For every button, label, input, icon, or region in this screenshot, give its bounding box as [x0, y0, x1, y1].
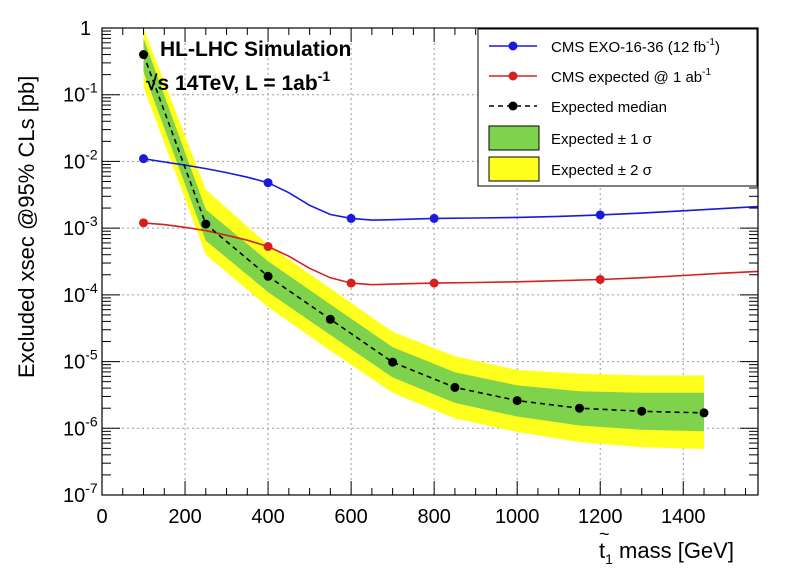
legend-label-sup: -1: [706, 37, 715, 48]
y-tick-label: 1: [80, 18, 91, 40]
y-tick-exponent: -7: [85, 480, 98, 496]
legend-swatch-marker: [508, 101, 518, 111]
legend-label-main: Expected median: [551, 99, 667, 116]
observed-12fb-line: [143, 157, 758, 221]
legend-swatch-marker: [508, 41, 518, 51]
legend-label: Expected median: [551, 99, 667, 116]
x-tick-label: 600: [334, 506, 367, 528]
y-tick-base: 1: [80, 18, 91, 40]
y-tick-base: 10: [63, 218, 85, 240]
y-tick-label: 10-2: [63, 146, 98, 173]
legend-label: CMS EXO-16-36 (12 fb-1): [551, 37, 720, 56]
y-tick-base: 10: [63, 485, 85, 507]
y-tick-exponent: -3: [85, 213, 98, 229]
expected-median-point: [325, 314, 335, 324]
observed-12fb-point: [263, 178, 273, 188]
legend-label-main: CMS expected @ 1 ab: [551, 69, 702, 86]
title-line2-sup: -1: [318, 68, 331, 84]
y-tick-exponent: -4: [85, 280, 98, 296]
expected-median-point: [637, 406, 647, 416]
legend-label-main: Expected ± 2 σ: [551, 162, 653, 179]
legend-label-main: CMS EXO-16-36 (12 fb: [551, 39, 706, 56]
x-label-rest: mass [GeV]: [613, 538, 734, 563]
x-tick-label: 800: [417, 506, 450, 528]
observed-12fb-point: [139, 154, 149, 164]
observed-12fb-point: [429, 213, 439, 223]
y-axis-label: Excluded xsec @95% CLs [pb]: [14, 76, 39, 378]
y-tick-label: 10-5: [63, 347, 98, 374]
x-axis-label: t1 mass [GeV] ~: [599, 524, 734, 567]
expected-1ab-point: [263, 242, 273, 252]
observed-12fb-point: [346, 213, 356, 223]
x-label-sub: 1: [605, 551, 613, 567]
y-tick-exponent: -2: [85, 146, 98, 162]
svg-text:t1 mass [GeV]: t1 mass [GeV]: [599, 538, 734, 567]
y-tick-exponent: -1: [85, 80, 98, 96]
legend-swatch-marker: [508, 71, 518, 81]
y-tick-base: 10: [63, 352, 85, 374]
legend: CMS EXO-16-36 (12 fb-1)CMS expected @ 1 …: [477, 28, 758, 187]
expected-1ab-point: [429, 278, 439, 288]
legend-swatch-box: [488, 156, 540, 182]
chart-title-line2: √s 14TeV, L = 1ab-1: [146, 68, 330, 95]
expected-median-point: [263, 271, 273, 281]
y-tick-base: 10: [63, 85, 85, 107]
expected-1ab-point: [595, 274, 605, 284]
x-tick-label: 400: [251, 506, 284, 528]
x-label-base: t: [599, 538, 605, 563]
y-tick-base: 10: [63, 285, 85, 307]
expected-median-point: [512, 396, 522, 406]
expected-median-point: [574, 403, 584, 413]
x-tick-label: 200: [168, 506, 201, 528]
title-line2-main: √s 14TeV, L = 1ab: [146, 72, 318, 95]
y-tick-base: 10: [63, 151, 85, 173]
x-label-tilde: ~: [599, 524, 610, 544]
y-tick-base: 10: [63, 418, 85, 440]
legend-label-post: ): [715, 39, 720, 56]
y-tick-exponent: -6: [85, 413, 98, 429]
x-tick-label: 1200: [578, 506, 623, 528]
legend-label: CMS expected @ 1 ab-1: [551, 67, 711, 86]
x-tick-labels: 0 200 400 600 800 1000 1200 1400: [96, 506, 705, 528]
y-tick-exponent: -5: [85, 347, 98, 363]
legend-label: Expected ± 2 σ: [551, 162, 653, 179]
expected-median-point: [388, 357, 398, 367]
expected-median-point: [139, 50, 149, 60]
expected-1ab-point: [139, 218, 149, 228]
y-tick-labels: 10-710-610-510-410-310-210-11: [63, 18, 98, 507]
y-tick-label: 10-6: [63, 413, 98, 440]
chart-title-line1: HL-LHC Simulation: [160, 38, 351, 61]
markers-layer: [139, 50, 709, 418]
expected-median-point: [201, 219, 211, 229]
observed-12fb-point: [595, 210, 605, 220]
expected-median-point: [699, 408, 709, 418]
legend-label: Expected ± 1 σ: [551, 131, 653, 148]
y-tick-label: 10-4: [63, 280, 98, 307]
legend-label-main: Expected ± 1 σ: [551, 131, 653, 148]
expected-median-point: [450, 382, 460, 392]
x-tick-label: 0: [96, 506, 107, 528]
legend-label-sup: -1: [702, 67, 711, 78]
curves-layer: [142, 54, 758, 414]
legend-swatch-box: [488, 125, 540, 151]
x-tick-label: 1400: [661, 506, 706, 528]
x-tick-label: 1000: [495, 506, 540, 528]
bands-layer: [143, 28, 704, 449]
expected-1ab-point: [346, 278, 356, 288]
expected-1ab-line: [143, 222, 758, 286]
y-tick-label: 10-3: [63, 213, 98, 240]
y-tick-label: 10-7: [63, 480, 98, 507]
y-tick-label: 10-1: [63, 80, 98, 107]
plot-frame: [101, 27, 759, 496]
